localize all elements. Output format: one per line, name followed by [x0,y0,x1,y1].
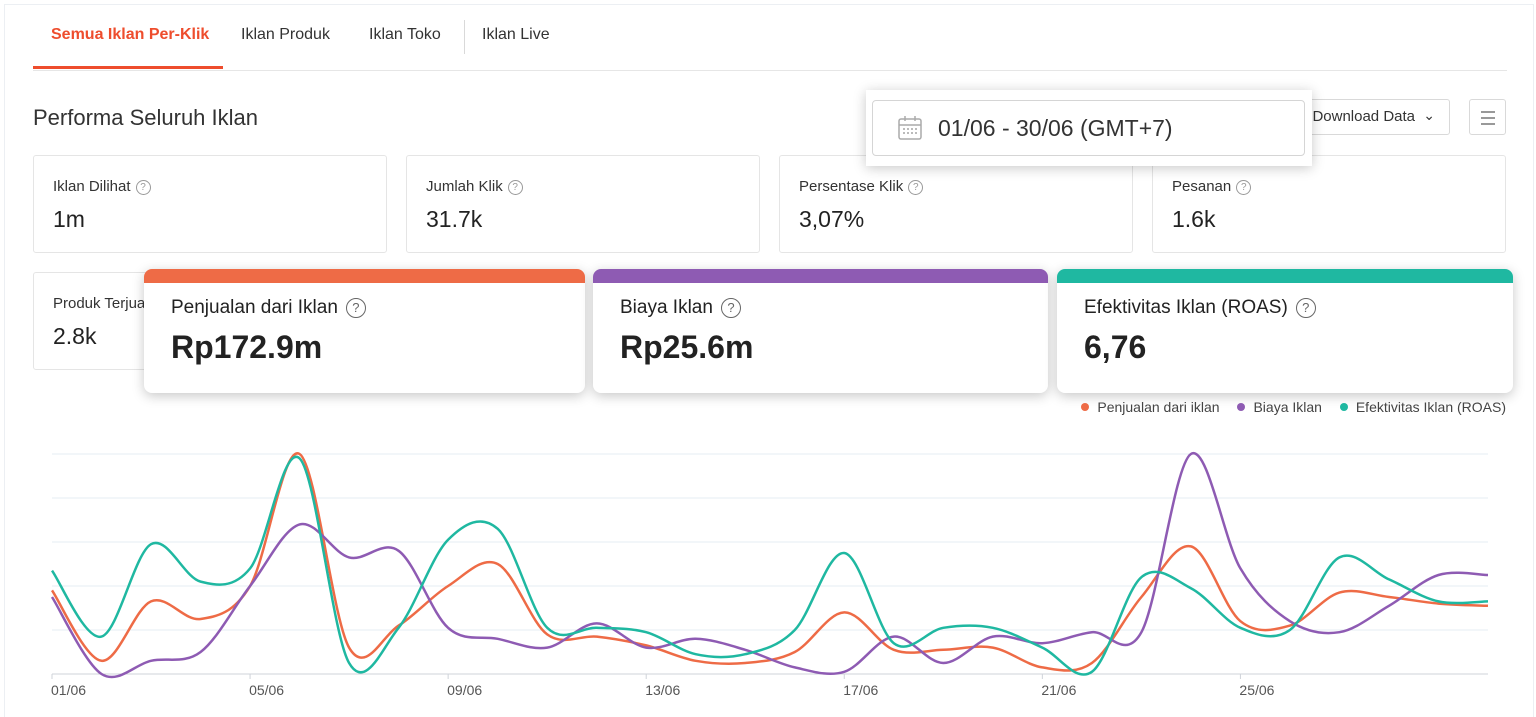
help-icon[interactable]: ? [345,298,366,318]
highlight-label: Penjualan dari Iklan? [171,297,366,319]
x-tick-label: 13/06 [645,682,680,698]
metric-value: 3,07% [799,206,865,232]
legend-item-sales[interactable]: Penjualan dari iklan [1081,399,1220,415]
card-accent-bar [1057,269,1513,283]
metric-label: Pesanan? [1172,178,1252,195]
help-icon[interactable]: ? [507,180,523,195]
metric-label: Iklan Dilihat? [53,178,151,195]
menu-icon [1481,111,1495,113]
metric-value: 2.8k [53,323,97,349]
x-tick-label: 01/06 [51,682,86,698]
chart-legend: Penjualan dari iklan Biaya Iklan Efektiv… [1067,399,1506,415]
calendar-icon [898,116,922,140]
card-accent-bar [144,269,585,283]
card-accent-bar [593,269,1048,283]
date-range-text: 01/06 - 30/06 (GMT+7) [938,115,1173,141]
metric-card-ctr[interactable]: Persentase Klik? 3,07% [779,155,1133,253]
chevron-down-icon: ⌄ [1423,107,1435,123]
metric-value: 1m [53,206,85,232]
help-icon[interactable]: ? [908,180,924,195]
metric-card-impressions[interactable]: Iklan Dilihat? 1m [33,155,387,253]
help-icon[interactable]: ? [1236,180,1252,195]
metric-label: Jumlah Klik? [426,178,523,195]
help-icon[interactable]: ? [1295,298,1316,318]
legend-item-roas[interactable]: Efektivitas Iklan (ROAS) [1339,399,1506,415]
highlight-card-roas[interactable]: Efektivitas Iklan (ROAS)? 6,76 [1057,269,1513,393]
highlight-card-ad-sales[interactable]: Penjualan dari Iklan? Rp172.9m [144,269,585,393]
series-line-roas[interactable] [50,455,1489,676]
date-picker-popup: 01/06 - 30/06 (GMT+7) [866,90,1312,166]
section-title: Performa Seluruh Iklan [33,105,258,130]
highlight-value: Rp172.9m [171,329,323,365]
metric-card-clicks[interactable]: Jumlah Klik? 31.7k [406,155,760,253]
legend-dot [1081,403,1090,411]
metric-card-orders[interactable]: Pesanan? 1.6k [1152,155,1506,253]
tab-divider [464,20,465,54]
x-tick-label: 21/06 [1041,682,1076,698]
highlight-value: Rp25.6m [620,329,754,365]
download-data-label: Download Data [1312,108,1415,125]
legend-dot [1339,403,1348,411]
x-tick-label: 17/06 [843,682,878,698]
performance-line-chart: 01/06 05/06 09/06 13/06 17/06 21/06 25/06 [50,452,1489,698]
help-icon[interactable]: ? [135,180,151,195]
date-range-input[interactable]: 01/06 - 30/06 (GMT+7) [872,100,1305,156]
tab-product-ads[interactable]: Iklan Produk [241,26,330,43]
metric-label: Persentase Klik? [799,178,924,195]
ad-type-tabs: Semua Iklan Per-Klik Iklan Produk Iklan … [33,0,1507,71]
tab-all-cpc-ads[interactable]: Semua Iklan Per-Klik [51,26,210,43]
x-tick-label: 09/06 [447,682,482,698]
highlight-label: Biaya Iklan? [620,297,741,319]
download-data-button[interactable]: Download Data ⌄ [1290,99,1450,135]
metric-value: 1.6k [1172,206,1216,232]
highlight-card-ad-cost[interactable]: Biaya Iklan? Rp25.6m [593,269,1048,393]
help-icon[interactable]: ? [720,298,741,318]
menu-button[interactable] [1469,99,1506,135]
series-line-ad-sales[interactable] [50,452,1489,672]
legend-dot [1237,403,1246,411]
x-tick-label: 05/06 [249,682,284,698]
legend-item-cost[interactable]: Biaya Iklan [1237,399,1322,415]
dashboard-panel [4,4,1534,717]
highlight-label: Efektivitas Iklan (ROAS)? [1084,297,1316,319]
tab-live-ads[interactable]: Iklan Live [482,26,550,43]
series-line-ad-cost[interactable] [50,452,1489,679]
highlight-value: 6,76 [1084,329,1147,365]
metric-value: 31.7k [426,206,483,232]
active-tab-indicator [33,66,223,69]
x-tick-label: 25/06 [1239,682,1274,698]
tab-shop-ads[interactable]: Iklan Toko [369,26,441,43]
